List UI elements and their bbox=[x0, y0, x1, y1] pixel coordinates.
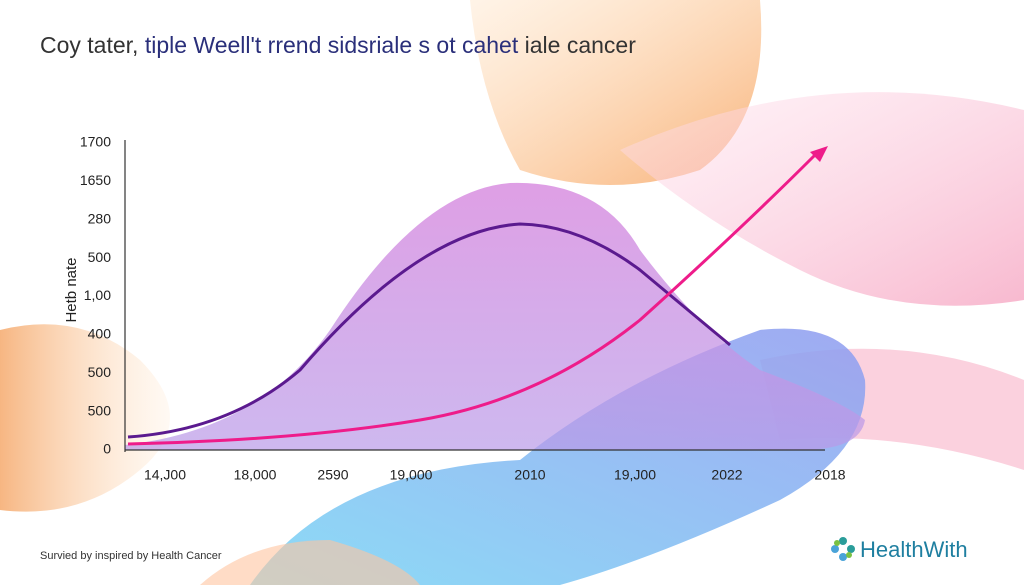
x-tick-label: 19,J00 bbox=[614, 467, 656, 483]
x-tick-label: 2022 bbox=[711, 467, 742, 483]
x-ticks: 14,J00 18,000 2590 19,000 2010 19,J00 2022 2018 bbox=[144, 467, 846, 483]
logo: HealthWith bbox=[831, 537, 968, 562]
trend-curve bbox=[127, 153, 817, 446]
title-part: tiple Weell't rrend sidsriale s ot cahet bbox=[145, 32, 519, 58]
y-tick-label: 1700 bbox=[80, 134, 111, 150]
y-tick-label: 1,00 bbox=[84, 287, 111, 303]
x-tick-label: 2018 bbox=[814, 467, 845, 483]
y-tick-label: 500 bbox=[88, 249, 112, 265]
y-ticks: 1700 1650 280 500 1,00 400 500 500 0 bbox=[80, 134, 111, 457]
y-tick-label: 280 bbox=[88, 210, 112, 226]
y-tick-label: 500 bbox=[88, 402, 112, 418]
y-tick-label: 400 bbox=[88, 326, 112, 342]
title-part: iale cancer bbox=[518, 32, 636, 58]
x-tick-label: 18,000 bbox=[234, 467, 277, 483]
x-tick-label: 14,J00 bbox=[144, 467, 186, 483]
title: Coy tater, tiple Weell't rrend sidsriale… bbox=[40, 32, 636, 58]
y-tick-label: 0 bbox=[103, 441, 111, 457]
y-tick-label: 500 bbox=[88, 364, 112, 380]
arrow-head bbox=[810, 146, 828, 162]
x-tick-label: 2590 bbox=[317, 467, 348, 483]
curve bbox=[127, 222, 731, 439]
y-tick-label: 1650 bbox=[80, 172, 111, 188]
x-tick-label: 2010 bbox=[514, 467, 545, 483]
logo-text: HealthWith bbox=[860, 537, 968, 562]
area bbox=[125, 182, 865, 450]
y-axis-label: Hetb nate bbox=[63, 257, 80, 322]
x-tick-label: 19,000 bbox=[390, 467, 433, 483]
title-part: Coy tater, bbox=[40, 32, 145, 58]
footer: Survied by inspired by Health Cancer bbox=[40, 550, 222, 562]
